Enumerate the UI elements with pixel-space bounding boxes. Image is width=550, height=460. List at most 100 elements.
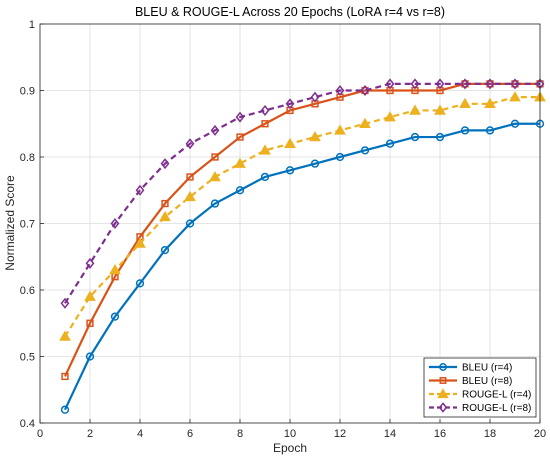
data-point xyxy=(335,152,345,162)
data-point xyxy=(509,91,521,102)
x-tick-label: 18 xyxy=(484,428,496,440)
data-point xyxy=(484,97,496,109)
series-line xyxy=(64,82,540,377)
y-tick-label: 0.4 xyxy=(20,418,35,430)
legend-label: BLEU (r=8) xyxy=(462,376,512,387)
data-point xyxy=(485,78,495,90)
data-point xyxy=(435,78,445,90)
data-point xyxy=(409,104,421,115)
data-point xyxy=(310,159,320,168)
data-point xyxy=(260,172,270,182)
series-4 xyxy=(60,78,545,309)
data-point xyxy=(335,84,345,97)
y-tick-label: 0.8 xyxy=(20,152,35,164)
data-point xyxy=(334,124,346,135)
x-tick-label: 6 xyxy=(187,428,193,440)
data-point xyxy=(110,217,120,230)
data-point xyxy=(110,312,120,321)
legend-label: BLEU (r=4) xyxy=(462,363,512,374)
legend-item: ROUGE-L (r=8) xyxy=(429,402,531,414)
x-tick-label: 12 xyxy=(334,428,346,440)
legend-item: ROUGE-L (r=4) xyxy=(429,388,531,401)
y-tick-label: 0.9 xyxy=(20,86,35,98)
series-layer xyxy=(59,78,546,414)
ticks: 0 2 4 6 8 10 12 14 16 18 20 0.4 0.5 0.6 0.7 0.8 0.9 1 xyxy=(20,19,546,440)
data-point xyxy=(61,372,69,381)
x-tick-label: 0 xyxy=(37,428,43,440)
data-point xyxy=(159,210,171,222)
data-point xyxy=(510,78,520,90)
data-point xyxy=(410,132,420,142)
legend-marker xyxy=(437,388,449,399)
data-point xyxy=(161,199,169,208)
x-tick-label: 8 xyxy=(237,428,243,440)
legend-marker xyxy=(439,377,447,384)
series-line xyxy=(64,82,540,304)
data-point xyxy=(385,139,395,148)
data-point xyxy=(235,111,245,123)
data-point xyxy=(259,144,271,155)
data-point xyxy=(185,138,195,150)
data-point xyxy=(109,264,121,275)
data-point xyxy=(435,132,445,142)
data-point xyxy=(60,405,70,414)
x-tick-label: 14 xyxy=(384,428,396,440)
data-point xyxy=(460,126,470,135)
legend-label: ROUGE-L (r=4) xyxy=(462,390,531,401)
y-tick-label: 0.5 xyxy=(20,352,35,364)
data-point xyxy=(234,157,246,168)
data-point xyxy=(85,257,95,269)
data-point xyxy=(84,290,96,301)
legend-label: ROUGE-L (r=8) xyxy=(462,403,531,414)
data-point xyxy=(260,104,270,116)
data-point xyxy=(210,124,220,136)
data-point xyxy=(186,173,194,181)
series-3 xyxy=(59,91,546,341)
data-point xyxy=(135,184,145,196)
data-point xyxy=(285,98,295,110)
data-point xyxy=(134,237,146,248)
data-point xyxy=(211,153,219,161)
legend-item: BLEU (r=4) xyxy=(429,363,512,374)
data-point xyxy=(510,119,520,128)
x-tick-label: 2 xyxy=(87,428,93,440)
data-point xyxy=(485,126,495,135)
data-point xyxy=(384,111,396,122)
data-point xyxy=(185,219,195,228)
y-tick-label: 1 xyxy=(29,19,35,31)
y-tick-label: 0.7 xyxy=(20,219,35,231)
legend-item: BLEU (r=8) xyxy=(429,376,512,387)
data-point xyxy=(460,78,470,90)
x-tick-label: 10 xyxy=(284,428,296,440)
data-point xyxy=(309,131,321,142)
data-point xyxy=(285,166,295,175)
data-point xyxy=(284,137,296,148)
data-point xyxy=(160,245,170,255)
data-point xyxy=(59,330,71,341)
data-point xyxy=(310,91,320,103)
data-point xyxy=(209,170,221,182)
data-point xyxy=(210,199,220,208)
y-axis-label: Normalized Score xyxy=(3,175,17,271)
data-point xyxy=(459,97,471,109)
x-axis-label: Epoch xyxy=(273,441,307,455)
data-point xyxy=(235,186,245,195)
data-point xyxy=(434,104,446,115)
data-point xyxy=(86,319,94,327)
data-point xyxy=(85,352,95,361)
data-point xyxy=(160,158,170,170)
data-point xyxy=(184,190,196,202)
legend-marker xyxy=(439,363,447,371)
data-point xyxy=(236,133,244,141)
data-point xyxy=(360,146,370,155)
data-point xyxy=(410,78,420,90)
legend-marker xyxy=(438,402,448,413)
data-point xyxy=(60,297,70,309)
x-tick-label: 20 xyxy=(534,428,546,440)
chart-title: BLEU & ROUGE-L Across 20 Epochs (LoRA r=… xyxy=(135,5,445,19)
data-point xyxy=(135,279,145,288)
series-1 xyxy=(60,119,545,414)
y-tick-label: 0.6 xyxy=(20,285,35,297)
data-point xyxy=(359,117,371,128)
